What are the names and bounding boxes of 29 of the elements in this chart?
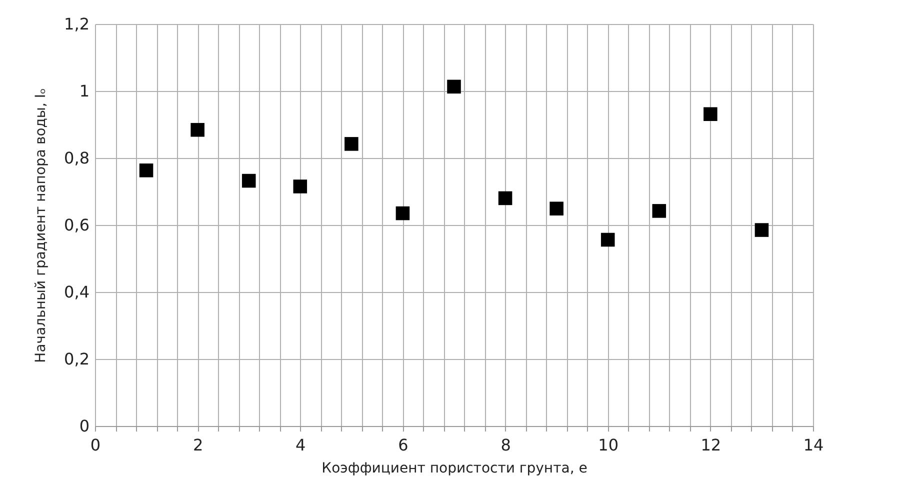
x-tick-label: 8 <box>500 436 511 454</box>
point <box>704 107 718 122</box>
point <box>139 164 154 178</box>
y-tick-label: 0 <box>79 416 90 436</box>
x-tick-label: 10 <box>598 436 619 454</box>
point <box>550 202 564 216</box>
x-tick-label: 14 <box>803 436 824 454</box>
x-tick-label: 2 <box>192 436 204 454</box>
x-axis-title: Коэффициент пористости грунта, e <box>322 460 588 476</box>
y-tick-label: 0,8 <box>64 148 90 168</box>
y-tick-label: 0,4 <box>64 282 90 302</box>
y-axis-title: Начальный градиент напора воды, Iₒ <box>33 88 50 363</box>
x-tick-label: 12 <box>700 436 722 454</box>
point <box>190 122 204 137</box>
y-tick-label: 1,2 <box>64 14 90 34</box>
point <box>447 80 461 94</box>
point <box>344 137 358 151</box>
point <box>242 174 256 188</box>
x-tick-label: 4 <box>296 436 306 454</box>
point <box>754 223 769 237</box>
y-tick-label: 0,6 <box>64 216 90 234</box>
point <box>652 204 666 218</box>
point <box>293 180 308 194</box>
point <box>600 232 615 247</box>
point <box>498 191 512 206</box>
y-tick-label: 0,2 <box>64 350 90 368</box>
x-tick-label: 6 <box>398 436 408 454</box>
point <box>396 206 410 220</box>
y-tick-label: 1 <box>79 82 90 100</box>
